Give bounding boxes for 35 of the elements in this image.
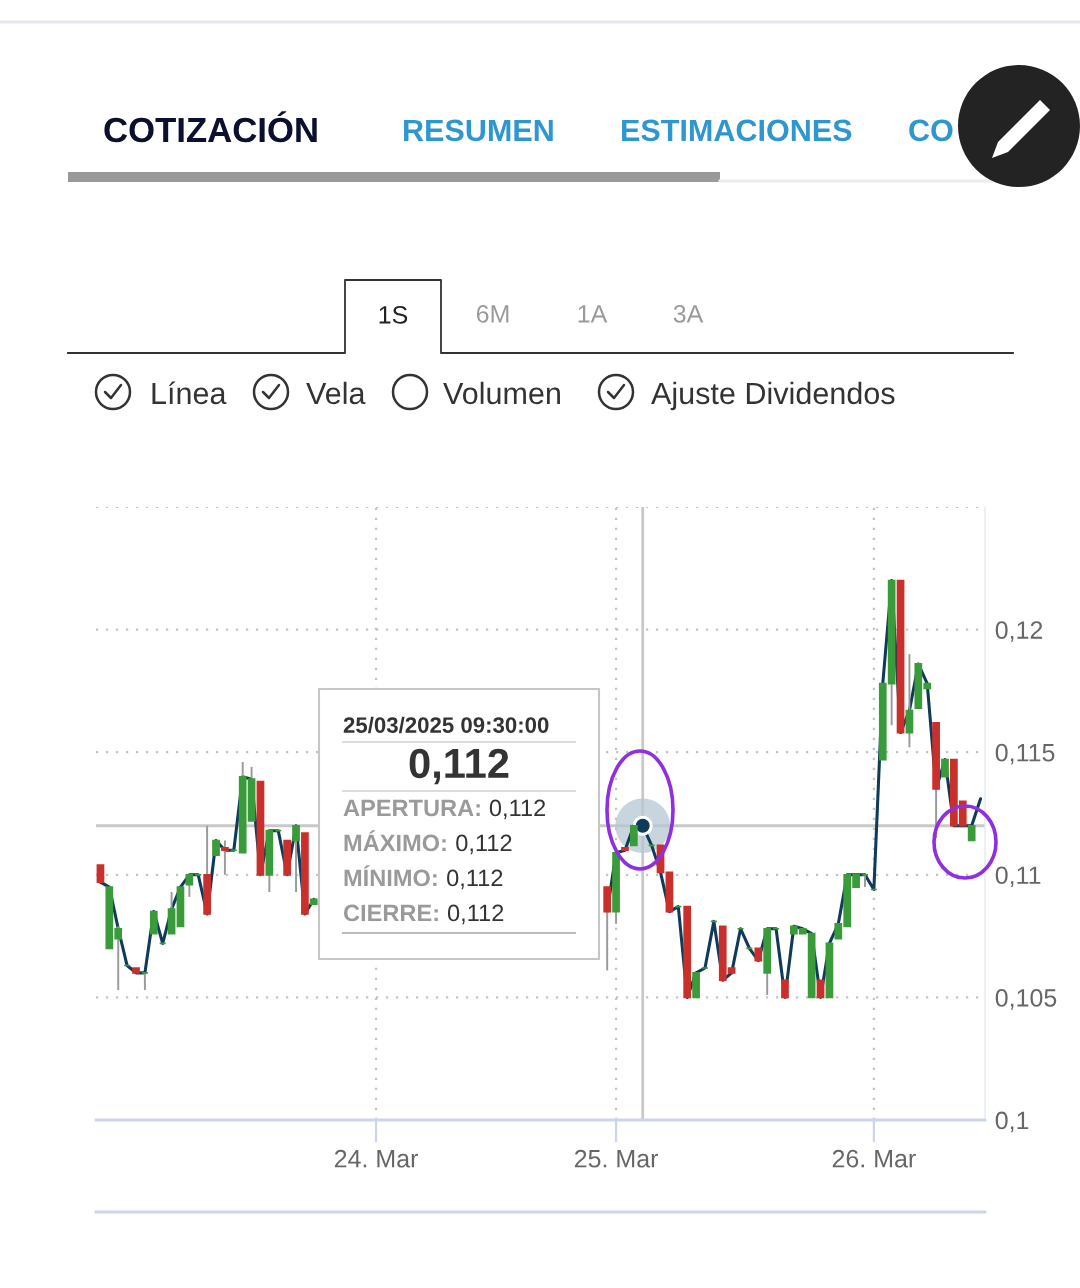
y-tick-label: 0,1 (995, 1111, 1029, 1133)
candlestick (149, 910, 158, 935)
annotation: CIERRE: (343, 904, 438, 922)
text: 1A (578, 305, 608, 323)
text: 3A (673, 305, 704, 323)
text: RESUMEN (404, 119, 553, 142)
text: 6M (476, 305, 509, 323)
x-tick-label: 24. Mar (334, 1149, 418, 1168)
y-tick-label: 0,115 (995, 743, 1055, 765)
text: CO (909, 119, 953, 142)
annotation: 25/03/2025 09:30:00 (343, 716, 549, 734)
text: Línea (152, 381, 227, 405)
annotation: MÍNIMO: (344, 865, 437, 887)
x-tick-label: 26. Mar (832, 1149, 916, 1168)
text: Vela (306, 381, 366, 405)
y-tick-label: 0,12 (995, 621, 1043, 642)
text: Ajuste Dividendos (651, 381, 895, 411)
annotation: APERTURA: (343, 799, 480, 817)
annotation: 0,112 (447, 904, 504, 925)
text: COTIZACIÓN (104, 111, 317, 143)
candlestick (221, 839, 229, 876)
annotation: 0,112 (456, 834, 512, 855)
candlestick (292, 824, 300, 893)
text: ESTIMACIONES (622, 119, 852, 142)
text: 1S (379, 306, 408, 324)
annotation: 0,112 (489, 799, 546, 820)
text: Volumen (443, 381, 560, 405)
y-tick-label: 0,105 (995, 989, 1057, 1010)
annotation: 0,112 (409, 748, 509, 785)
candlestick (185, 873, 194, 898)
annotation: MÁXIMO: (344, 830, 446, 852)
y-tick-label: 0,11 (995, 866, 1041, 888)
x-tick-label: 25. Mar (574, 1149, 659, 1168)
candlestick (629, 824, 638, 847)
annotation: 0,112 (447, 869, 503, 890)
